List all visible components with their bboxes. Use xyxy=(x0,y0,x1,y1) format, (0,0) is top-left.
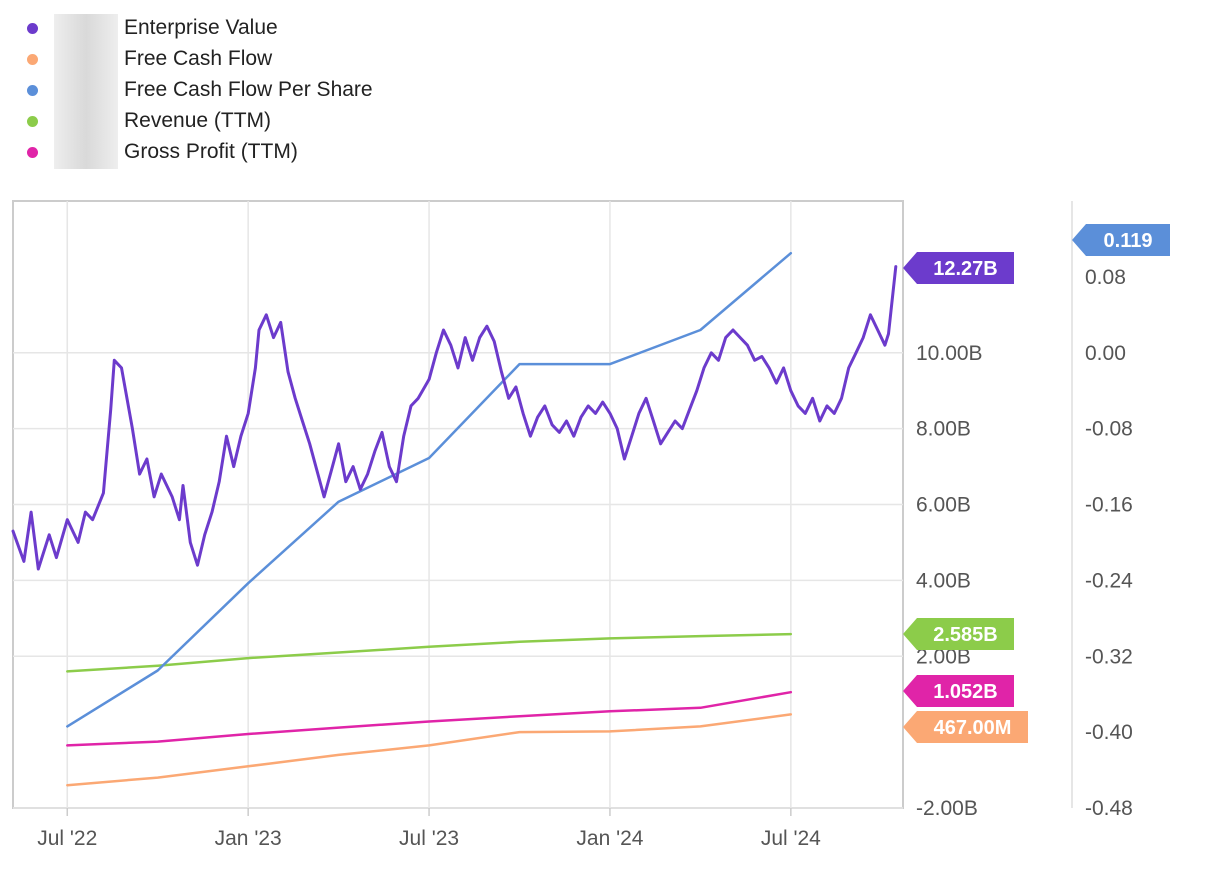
x-axis-tick-label: Jul '22 xyxy=(37,827,97,850)
legend-label: Enterprise Value xyxy=(124,16,278,39)
legend-dot-icon xyxy=(27,147,38,158)
flag-value-label: 467.00M xyxy=(934,717,1012,739)
legend-dot-icon xyxy=(27,23,38,34)
series-lines xyxy=(11,251,898,787)
right-axis-tick-label: -0.32 xyxy=(1085,645,1133,668)
flag-shape xyxy=(903,618,1014,650)
enterprise-value-value-flag: 12.27B xyxy=(903,252,1014,284)
redacted-ticker-block xyxy=(54,45,118,76)
grid-lines xyxy=(13,201,903,809)
x-axis-tick-label: Jul '24 xyxy=(761,827,821,850)
legend-dot-icon xyxy=(27,116,38,127)
left-axis-tick-label: 8.00B xyxy=(916,418,971,441)
legend-dot-icon xyxy=(27,85,38,96)
right-axis-tick-label: -0.48 xyxy=(1085,797,1133,820)
flag-value-label: 1.052B xyxy=(933,681,998,703)
right-axis-tick-label: -0.40 xyxy=(1085,721,1133,744)
x-axis-tick-label: Jul '23 xyxy=(399,827,459,850)
legend-dot-icon xyxy=(27,54,38,65)
revenue-ttm-series-line xyxy=(66,632,793,673)
right-axis-tick-label: -0.08 xyxy=(1085,418,1133,441)
flag-shape xyxy=(903,252,1014,284)
left-axis-tick-label: 10.00B xyxy=(916,342,983,365)
legend-label: Free Cash Flow xyxy=(124,47,273,70)
left-axis-tick-label: 2.00B xyxy=(916,645,971,668)
left-axis: 10.00B 8.00B 6.00B 4.00B 2.00B -2.00B xyxy=(916,342,983,820)
free-cash-flow-per-share-series-line xyxy=(66,251,793,728)
left-axis-tick-label: -2.00B xyxy=(916,797,978,820)
right-axis-tick-label: -0.16 xyxy=(1085,494,1133,517)
right-axis-tick-label: 0.08 xyxy=(1085,266,1126,289)
legend-label: Gross Profit (TTM) xyxy=(124,140,298,163)
free-cash-flow-value-flag: 467.00M xyxy=(903,711,1028,743)
gross-profit-ttm-value-flag: 1.052B xyxy=(903,675,1014,707)
right-axis-tick-label: 0.00 xyxy=(1085,342,1126,365)
flag-shape xyxy=(903,675,1014,707)
free-cash-flow-series-line xyxy=(66,713,793,787)
redacted-ticker-block xyxy=(54,138,118,169)
redacted-ticker-block xyxy=(54,14,118,45)
right-axis-tick-label: -0.24 xyxy=(1085,569,1133,592)
redacted-ticker-block xyxy=(54,107,118,138)
flag-value-label: 12.27B xyxy=(933,258,998,280)
legend-label: Free Cash Flow Per Share xyxy=(124,78,373,101)
x-axis-tick-label: Jan '23 xyxy=(215,827,282,850)
flag-value-label: 2.585B xyxy=(933,624,998,646)
redacted-ticker-block xyxy=(54,76,118,107)
free-cash-flow-per-share-value-flag: 0.119 xyxy=(1072,224,1170,256)
enterprise-value-series-line xyxy=(11,265,898,571)
gross-profit-ttm-series-line xyxy=(66,690,793,747)
legend-label: Revenue (TTM) xyxy=(124,109,272,132)
x-axis-tick-label: Jan '24 xyxy=(576,827,643,850)
flag-shape xyxy=(1072,224,1170,256)
last-value-flags: 12.27B 2.585B 1.052B 467.00M 0.119 xyxy=(903,224,1170,743)
right-axis: 0.08 0.00 -0.08 -0.16 -0.24 -0.32 -0.40 -0.48 xyxy=(1085,266,1133,820)
flag-shape xyxy=(903,711,1028,743)
left-axis-tick-label: 6.00B xyxy=(916,494,971,517)
x-axis: Jul '22 Jan '23 Jul '23 Jan '24 Jul '24 xyxy=(37,808,821,850)
flag-value-label: 0.119 xyxy=(1104,230,1153,252)
left-axis-tick-label: 4.00B xyxy=(916,569,971,592)
revenue-ttm-value-flag: 2.585B xyxy=(903,618,1014,650)
